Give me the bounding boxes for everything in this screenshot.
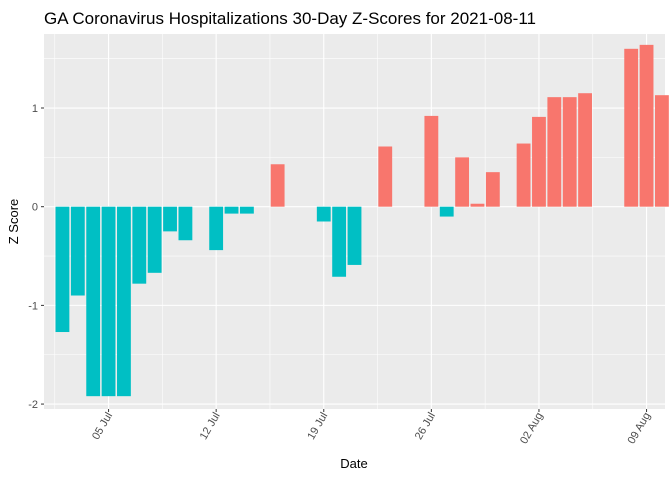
- y-axis: -2 -1 0 1: [28, 103, 44, 411]
- bar-2021-08-03: [547, 97, 562, 207]
- bar-2021-07-06: [117, 206, 131, 397]
- bar-2021-07-09: [163, 206, 177, 232]
- bar-2021-07-16: [270, 164, 285, 207]
- bar-2021-07-07: [132, 206, 147, 284]
- bar-2021-07-10: [178, 206, 193, 241]
- bar-2021-08-08: [624, 48, 639, 207]
- y-axis-title: Z Score: [6, 199, 21, 245]
- bar-2021-07-21: [347, 206, 362, 265]
- y-tick-label: 1: [32, 103, 38, 115]
- chart-title: GA Coronavirus Hospitalizations 30-Day Z…: [44, 9, 536, 28]
- bar-2021-07-02: [55, 206, 70, 333]
- bar-2021-07-08: [147, 206, 162, 273]
- y-tick-label: -2: [28, 399, 38, 411]
- bar-2021-08-01: [516, 143, 531, 207]
- y-tick-label: 0: [32, 202, 38, 214]
- bar-2021-07-05: [101, 206, 116, 397]
- bar-2021-08-02: [532, 116, 546, 207]
- bar-2021-07-14: [239, 206, 254, 214]
- bar-series: [55, 44, 669, 397]
- bar-2021-07-23: [378, 146, 393, 207]
- bar-2021-08-09: [639, 44, 654, 207]
- bar-2021-07-29: [470, 203, 485, 207]
- bar-2021-08-10: [655, 95, 669, 207]
- bar-2021-07-13: [224, 206, 239, 214]
- bar-2021-07-27: [439, 206, 454, 217]
- bar-2021-08-05: [578, 93, 592, 207]
- bar-2021-07-26: [424, 115, 439, 207]
- y-tick-label: -1: [28, 300, 38, 312]
- bar-2021-07-19: [316, 206, 331, 222]
- x-axis-title: Date: [340, 456, 367, 471]
- bar-2021-08-04: [562, 97, 577, 207]
- bar-2021-07-20: [332, 206, 347, 277]
- bar-2021-07-03: [70, 206, 85, 296]
- bar-2021-07-04: [86, 206, 101, 397]
- bar-2021-07-12: [209, 206, 224, 251]
- bar-2021-07-28: [455, 157, 470, 207]
- bar-2021-07-30: [485, 172, 500, 207]
